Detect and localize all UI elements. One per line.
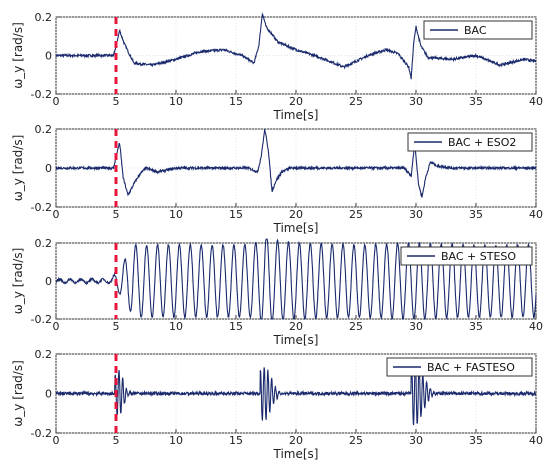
y-tick-label: 0.2 [35, 123, 53, 136]
x-axis-label: Time[s] [273, 333, 319, 347]
x-tick-label: 25 [349, 434, 363, 447]
x-tick-label: 5 [113, 208, 120, 221]
x-tick-label: 5 [113, 95, 120, 108]
x-tick-label: 0 [53, 434, 60, 447]
x-tick-label: 20 [289, 208, 303, 221]
x-tick-label: 20 [289, 320, 303, 333]
x-tick-label: 0 [53, 320, 60, 333]
x-tick-label: 35 [469, 208, 483, 221]
x-tick-label: 20 [289, 434, 303, 447]
x-tick-label: 15 [229, 434, 243, 447]
legend-box [407, 132, 533, 152]
x-tick-label: 15 [229, 320, 243, 333]
y-axis-label: ω_y [rad/s] [11, 22, 25, 89]
y-tick-label: 0.2 [35, 11, 53, 24]
y-tick-label: 0 [45, 50, 52, 63]
y-axis-label: ω_y [rad/s] [11, 248, 25, 315]
y-tick-label: 0 [45, 388, 52, 401]
x-tick-label: 0 [53, 208, 60, 221]
x-tick-label: 15 [229, 208, 243, 221]
x-tick-label: 5 [113, 320, 120, 333]
x-axis-label: Time[s] [273, 221, 319, 235]
legend-box [386, 357, 533, 377]
legend-box [423, 20, 533, 40]
legend-label: BAC + FASTESO [427, 361, 515, 374]
y-tick-label: -0.2 [31, 88, 52, 101]
x-tick-label: 25 [349, 208, 363, 221]
x-tick-label: 10 [169, 95, 183, 108]
y-tick-label: 0.2 [35, 348, 53, 361]
x-axis-label: Time[s] [273, 108, 319, 122]
x-tick-label: 20 [289, 95, 303, 108]
series-line [55, 360, 537, 426]
x-tick-label: 35 [469, 434, 483, 447]
y-axis-label: ω_y [rad/s] [11, 135, 25, 202]
x-tick-label: 35 [469, 95, 483, 108]
x-tick-label: 5 [113, 434, 120, 447]
x-tick-label: 15 [229, 95, 243, 108]
x-tick-label: 10 [169, 208, 183, 221]
series-line [55, 238, 537, 321]
legend-label: BAC [464, 24, 487, 37]
series-line [55, 12, 537, 80]
x-tick-label: 30 [409, 320, 423, 333]
x-tick-label: 35 [469, 320, 483, 333]
x-tick-label: 0 [53, 95, 60, 108]
x-tick-label: 40 [529, 208, 543, 221]
x-axis-label: Time[s] [273, 447, 319, 461]
x-tick-label: 30 [409, 434, 423, 447]
y-axis-label: ω_y [rad/s] [11, 360, 25, 427]
x-tick-label: 30 [409, 95, 423, 108]
x-tick-label: 25 [349, 95, 363, 108]
x-tick-label: 10 [169, 320, 183, 333]
legend-box [400, 246, 533, 266]
y-tick-label: 0 [45, 275, 52, 288]
y-tick-label: -0.2 [31, 427, 52, 440]
y-tick-label: -0.2 [31, 201, 52, 214]
x-tick-label: 30 [409, 208, 423, 221]
y-tick-label: 0.2 [35, 237, 53, 250]
x-tick-label: 40 [529, 434, 543, 447]
legend-label: BAC + STESO [441, 250, 516, 263]
series-line [55, 129, 537, 198]
x-tick-label: 40 [529, 320, 543, 333]
y-tick-label: 0 [45, 162, 52, 175]
y-tick-label: -0.2 [31, 313, 52, 326]
x-tick-label: 40 [529, 95, 543, 108]
x-tick-label: 10 [169, 434, 183, 447]
x-tick-label: 25 [349, 320, 363, 333]
legend-label: BAC + ESO2 [448, 136, 516, 149]
